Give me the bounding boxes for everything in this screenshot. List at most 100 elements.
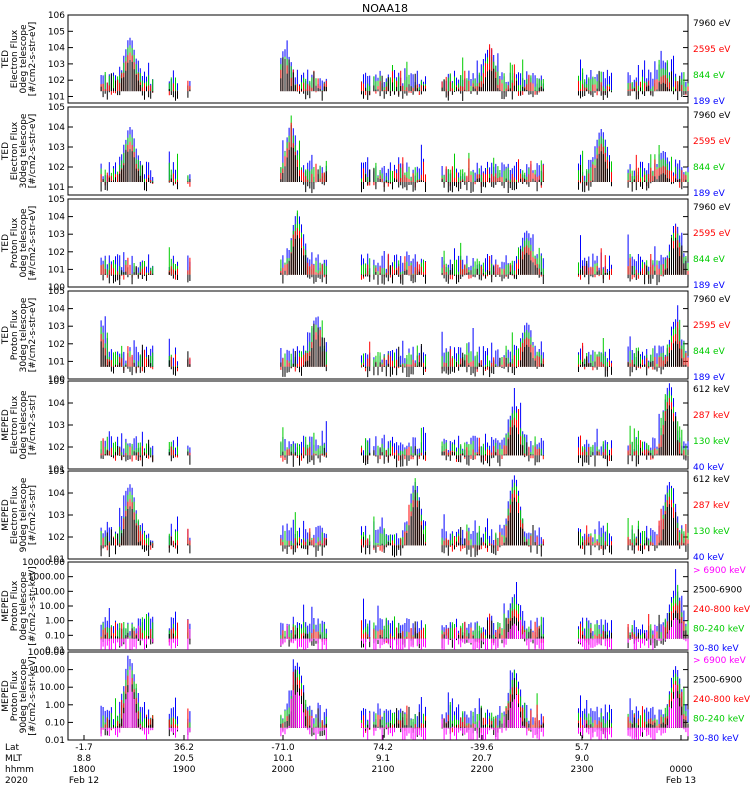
series-trace-612-kev [100, 490, 689, 558]
y-tick-label: 1.00 [45, 701, 65, 711]
figure-title: NOAA18 [362, 2, 408, 15]
y-tick-label: 1000.00 [28, 573, 65, 583]
y-tick-label: 105 [48, 467, 65, 477]
y-tick-label: 103 [48, 421, 65, 431]
legend-entry: 2595 eV [693, 137, 731, 147]
panel-frame [67, 290, 689, 380]
x-row-value: Feb 12 [69, 776, 99, 786]
legend-entry: > 6900 keV [693, 656, 747, 666]
panel-frame [67, 198, 689, 288]
y-tick-label: 100 [48, 283, 65, 293]
y-axis-label-line: Electron Flux [10, 121, 20, 180]
y-tick-label: 106 [48, 11, 65, 21]
legend-entry: 240-800 keV [693, 695, 750, 705]
y-axis-label-line: TED [1, 50, 11, 69]
legend-entry: 2500-6900 [693, 676, 742, 686]
x-row-value: 2000 [272, 765, 295, 775]
y-tick-label: 0.10 [45, 631, 65, 641]
x-row-label: Lat [5, 743, 20, 753]
y-axis-label-line: Proton Flux [10, 670, 20, 721]
y-tick-label: 102 [48, 163, 65, 173]
y-tick-label: 101 [48, 555, 65, 565]
y-axis-label-line: 90deg telescope [19, 477, 29, 552]
panel-7: 0.01 0.10 1.00 10.00 100.00 1000.00 10000.00 ME… [1, 558, 750, 656]
y-axis-label-line: [#/cm2-s-str-eV] [28, 22, 38, 97]
y-axis-label-line: TED [1, 142, 11, 161]
legend-entry: 240-800 keV [693, 605, 750, 615]
x-row-value: -1.7 [75, 743, 93, 753]
panel-frame [67, 106, 689, 196]
y-tick-label: 101 [48, 357, 65, 367]
y-tick-label: 102 [48, 340, 65, 350]
y-axis-label-line: 30deg telescope [19, 113, 29, 188]
x-row-label: 2020 [5, 776, 28, 786]
x-row-value: 2200 [471, 765, 494, 775]
y-axis-label-line: 0deg telescope [19, 571, 29, 641]
panel-8: 0.01 0.10 1.00 10.00 100.00 1000.00 MEPED Proto… [1, 648, 750, 746]
series-trace-7960-ev [100, 235, 689, 286]
y-tick-label: 10.00 [39, 683, 65, 693]
y-tick-label: 103 [48, 511, 65, 521]
y-tick-label: 104 [48, 489, 65, 499]
x-row-value: 2300 [571, 765, 594, 775]
x-row-value: -71.0 [271, 743, 295, 753]
y-axis-label-line: 0deg telescope [19, 208, 29, 278]
legend-entry: 844 eV [693, 163, 726, 173]
y-tick-label: 100.00 [34, 666, 66, 676]
series-trace-80-240-kev [100, 666, 689, 728]
legend-entry: 7960 eV [693, 19, 731, 29]
series-trace-40-kev [100, 383, 689, 456]
x-row-value: 0000 [670, 765, 693, 775]
series-trace-7960-ev [100, 147, 689, 194]
y-tick-label: 105 [48, 195, 65, 205]
legend-entry: 30-80 keV [693, 644, 739, 654]
series-trace--6900-kev [100, 618, 689, 650]
y-tick-label: 101 [48, 265, 65, 275]
legend-entry: 7960 eV [693, 295, 731, 305]
x-row-value: 74.2 [373, 743, 393, 753]
y-tick-label: 103 [48, 322, 65, 332]
y-tick-label: 100 [48, 375, 65, 385]
y-axis-label-line: [#/cm2-s-str] [28, 485, 38, 545]
legend-entry: 80-240 keV [693, 625, 745, 635]
legend-entry: 7960 eV [693, 111, 731, 121]
legend-entry: 844 eV [693, 255, 726, 265]
x-row-label: MLT [5, 754, 23, 764]
y-tick-label: 10.00 [39, 602, 65, 612]
y-axis-label-line: Proton Flux [10, 309, 20, 360]
y-tick-label: 101 [48, 183, 65, 193]
legend-entry: 2595 eV [693, 229, 731, 239]
x-row-value: 9.0 [575, 754, 590, 764]
y-axis-label-line: TED [1, 326, 11, 345]
legend-entry: 130 keV [693, 437, 730, 447]
x-row-value: 36.2 [174, 743, 194, 753]
legend-entry: 80-240 keV [693, 715, 745, 725]
legend-entry: 287 keV [693, 411, 730, 421]
legend-entry: 189 eV [693, 97, 726, 107]
series-trace-2595-ev [100, 226, 689, 280]
legend-entry: > 6900 keV [693, 566, 747, 576]
y-tick-label: 102 [48, 76, 65, 86]
y-axis-label-line: [#/cm2-s-str-keV] [28, 566, 38, 645]
y-axis-label-line: Electron Flux [10, 485, 20, 544]
panel-frame [67, 14, 689, 104]
series-trace-80-240-kev [100, 584, 689, 639]
legend-entry: 287 keV [693, 501, 730, 511]
x-row-value: -39.6 [470, 743, 494, 753]
y-axis-label-line: 0deg telescope [19, 24, 29, 94]
y-tick-label: 10000.00 [22, 558, 65, 568]
y-tick-label: 1.00 [45, 617, 65, 627]
panel-6: 101 102 103 104 105 MEPED Electron Flux 90deg t… [1, 467, 730, 565]
series-trace-7960-ev [100, 323, 689, 378]
y-tick-label: 102 [48, 248, 65, 258]
y-axis-label-line: Proton Flux [10, 217, 20, 268]
y-axis-label-line: 90deg telescope [19, 658, 29, 733]
y-axis-label-line: Proton Flux [10, 580, 20, 631]
y-tick-label: 102 [48, 443, 65, 453]
y-tick-label: 104 [48, 399, 65, 409]
y-axis-label-line: Electron Flux [10, 395, 20, 454]
panel-2: 101 102 103 104 105 TED Electron Flux 30deg tel… [1, 103, 731, 199]
y-tick-label: 105 [48, 287, 65, 297]
